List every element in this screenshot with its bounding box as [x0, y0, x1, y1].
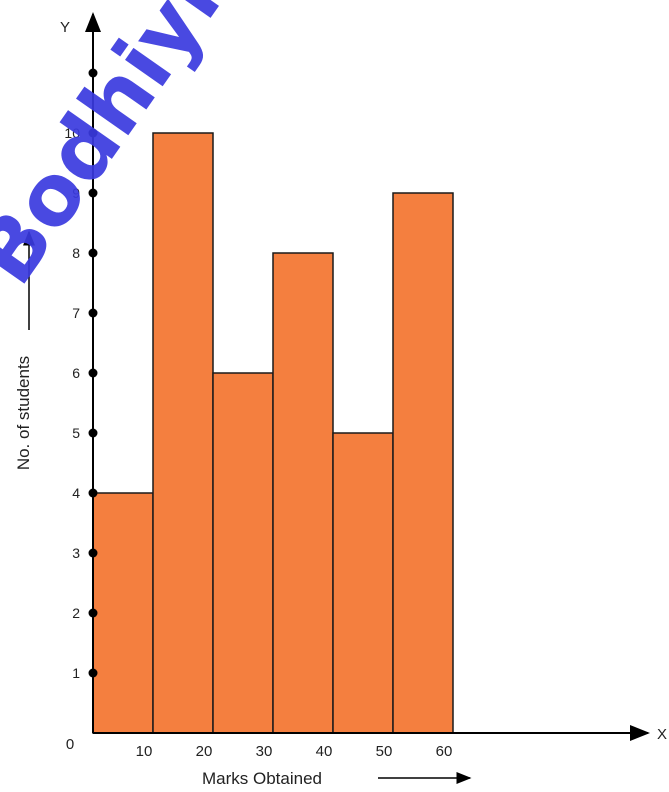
x-axis-letter: X: [657, 726, 667, 743]
y-tick-dot: [88, 188, 98, 198]
y-tick-label: 7: [72, 305, 80, 321]
bar-50-60: [392, 192, 454, 734]
bars-group: [92, 132, 454, 734]
y-tick-labels: 1 2 3 4 5 6 7 8 9 10: [64, 125, 80, 681]
x-tick-label: 40: [316, 743, 333, 760]
bar-40-50: [332, 432, 394, 734]
y-tick-dot: [88, 308, 98, 318]
y-tick-label: 5: [72, 425, 80, 441]
y-tick-dots: [88, 68, 98, 678]
x-tick-label: 60: [436, 743, 453, 760]
y-axis-letter: Y: [60, 19, 70, 36]
y-tick-dot: [88, 248, 98, 258]
y-tick-dot: [88, 68, 98, 78]
y-tick-label: 2: [72, 605, 80, 621]
y-axis-label: No. of students: [14, 356, 33, 470]
y-tick-label: 10: [64, 125, 80, 141]
bar-0-10: [92, 492, 154, 734]
y-tick-dot: [88, 368, 98, 378]
x-tick-label: 0: [66, 736, 74, 753]
x-tick-label: 30: [256, 743, 273, 760]
bar-30-40: [272, 252, 334, 734]
y-tick-dot: [88, 428, 98, 438]
bar-10-20: [152, 132, 214, 734]
y-tick-label: 9: [72, 185, 80, 201]
y-tick-label: 3: [72, 545, 80, 561]
x-tick-labels: 0 10 20 30 40 50 60: [66, 736, 453, 760]
y-tick-dot: [88, 668, 98, 678]
y-tick-dot: [88, 488, 98, 498]
y-tick-dot: [88, 608, 98, 618]
x-axis-label: Marks Obtained: [202, 769, 322, 788]
x-tick-label: 10: [136, 743, 153, 760]
x-tick-label: 50: [376, 743, 393, 760]
y-tick-label: 1: [72, 665, 80, 681]
bar-20-30: [212, 372, 274, 734]
y-tick-label: 4: [72, 485, 80, 501]
x-tick-label: 20: [196, 743, 213, 760]
y-tick-dot: [88, 548, 98, 558]
y-tick-dot: [88, 128, 98, 138]
y-tick-label: 6: [72, 365, 80, 381]
y-tick-label: 8: [72, 245, 80, 261]
